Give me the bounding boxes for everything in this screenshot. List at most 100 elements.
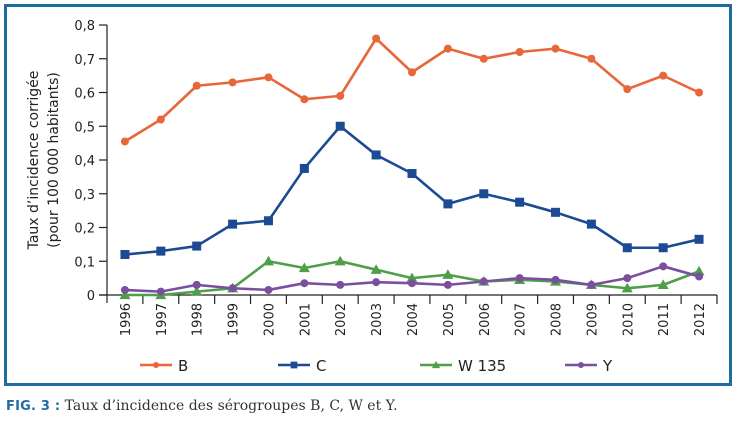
data-point [443, 199, 453, 209]
series-c [120, 121, 704, 259]
data-point [372, 34, 381, 43]
data-point [408, 279, 416, 288]
x-tick-label: 2000 [262, 303, 277, 336]
data-point [290, 361, 298, 369]
series-layer [119, 34, 705, 300]
data-point [695, 88, 704, 97]
x-tick-label: 1996 [119, 303, 134, 336]
x-tick-label: 2007 [514, 303, 529, 336]
series-w-135 [119, 255, 705, 300]
x-tick-label: 2005 [442, 303, 457, 336]
data-point [335, 121, 345, 131]
x-tick-label: 2009 [585, 303, 600, 336]
figure-caption: FIG. 3 : Taux d’incidence des sérogroupe… [6, 398, 398, 414]
y-tick-label: 0,6 [74, 87, 95, 102]
y-tick-label: 0,7 [74, 53, 95, 68]
data-point [334, 255, 346, 266]
data-point [586, 219, 596, 229]
legend-item: B [140, 357, 188, 375]
legend-item: Y [565, 357, 613, 375]
axes: 0 0,1 0,2 0,3 0,4 0,5 0,6 0,7 0,8 1996 1997 1998 199… [74, 19, 718, 336]
data-point [228, 284, 237, 293]
data-point [264, 285, 273, 294]
y-tick-label: 0,4 [74, 154, 95, 169]
data-point [299, 163, 309, 173]
data-point [623, 274, 632, 283]
data-point [370, 264, 382, 274]
x-tick-label: 1999 [227, 303, 242, 336]
x-tick-label: 1998 [191, 303, 206, 336]
data-point [372, 278, 381, 287]
data-point [587, 54, 596, 63]
data-point [515, 197, 525, 207]
y-tick-label: 0,1 [74, 255, 95, 270]
x-tick-label: 2008 [550, 303, 565, 336]
data-point [192, 81, 201, 90]
legend-item: C [278, 357, 326, 375]
y-tick-label: 0,8 [74, 19, 95, 34]
y-tick-label: 0,2 [74, 222, 95, 237]
line-chart: Taux d’incidence corrigée (pour 100 000 … [26, 19, 718, 375]
legend: B C W 135 Y [140, 357, 613, 375]
data-point [479, 189, 489, 199]
data-point [551, 207, 561, 217]
data-point [657, 279, 669, 289]
data-point [264, 73, 273, 82]
y-tick-label: 0 [87, 289, 95, 304]
data-point [119, 289, 131, 300]
data-point [551, 44, 560, 53]
x-tick-label: 2003 [370, 303, 385, 336]
data-point [408, 68, 416, 77]
data-point [262, 255, 274, 266]
legend-label: B [178, 357, 188, 375]
x-tick-label: 2010 [621, 303, 636, 336]
y-axis-title-line1: Taux d’incidence corrigée [26, 71, 42, 251]
data-point [120, 285, 129, 294]
x-tick-label: 1997 [155, 303, 170, 336]
data-point [191, 286, 203, 296]
y-tick-label: 0,3 [74, 188, 95, 203]
figure-frame [4, 4, 732, 386]
data-point [228, 78, 237, 87]
data-point [659, 262, 668, 271]
data-point [515, 274, 524, 283]
data-point [551, 275, 560, 284]
data-point [336, 91, 345, 100]
data-point [479, 277, 488, 286]
y-axis-title-line2: (pour 100 000 habitants) [46, 72, 62, 248]
data-point [120, 137, 129, 146]
data-point [622, 243, 632, 253]
data-point [694, 234, 704, 244]
legend-label: C [316, 357, 326, 375]
data-point [443, 44, 452, 53]
x-tick-label: 2006 [478, 303, 493, 336]
x-tick-label: 2001 [298, 303, 313, 336]
data-point [371, 150, 381, 160]
data-point [578, 362, 584, 368]
y-axis-title: Taux d’incidence corrigée (pour 100 000 … [26, 71, 62, 251]
legend-label: Y [602, 357, 613, 375]
legend-label: W 135 [458, 357, 506, 375]
x-tick-label: 2011 [657, 303, 672, 336]
data-point [479, 54, 488, 63]
data-point [298, 262, 310, 273]
data-point [431, 360, 441, 369]
data-point [228, 219, 238, 229]
legend-item: W 135 [420, 357, 506, 375]
data-point [263, 216, 273, 226]
x-tick-label: 2002 [334, 303, 349, 336]
x-tick-label: 2012 [693, 303, 708, 336]
data-point [587, 280, 596, 289]
data-point [623, 85, 632, 94]
data-point [156, 246, 166, 256]
figure-label: FIG. 3 : [6, 399, 61, 414]
data-point [407, 169, 417, 178]
series-line [124, 124, 700, 256]
data-point [658, 243, 668, 253]
data-point [695, 272, 704, 281]
data-point [192, 241, 202, 251]
data-point [300, 95, 309, 104]
data-point [300, 279, 309, 288]
data-point [153, 362, 159, 368]
data-point [156, 115, 165, 124]
